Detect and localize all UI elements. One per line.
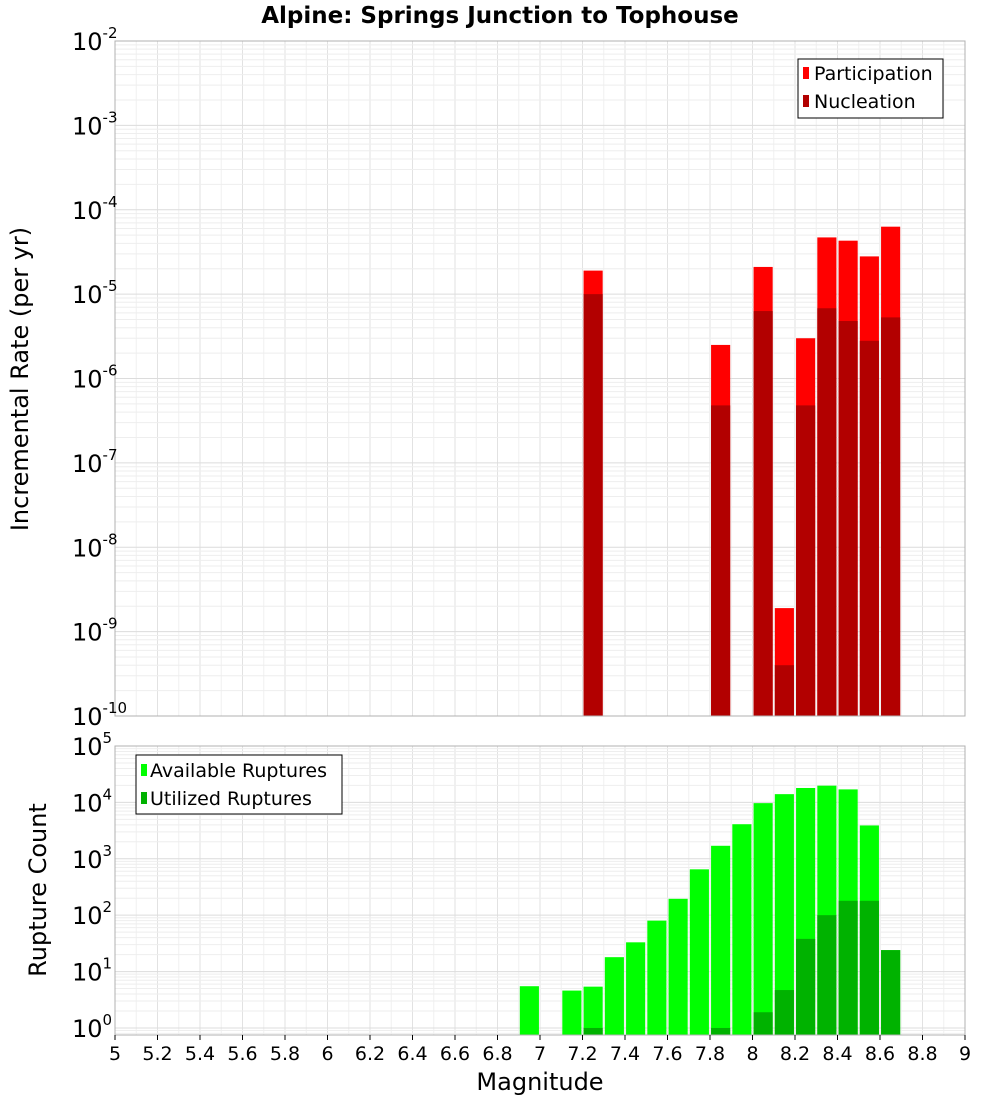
bar-nucleation — [859, 340, 879, 716]
bar-utilized-ruptures — [881, 950, 901, 1035]
rates-bars — [583, 226, 901, 717]
y-tick-label: 100 — [72, 1011, 112, 1043]
bar-nucleation — [774, 665, 794, 716]
y-tick-label: 10-7 — [72, 446, 118, 478]
y-tick-label: 10-5 — [72, 277, 118, 309]
y-tick-label: 10-8 — [72, 530, 118, 562]
y-tick-label: 10-6 — [72, 362, 118, 394]
rates-legend-box — [797, 58, 944, 119]
rates-y-ticks: 10-10 10-9 10-8 10-7 10-6 10-5 10-4 10-3 10-2 — [72, 24, 127, 731]
legend-label-participation: Participation — [814, 63, 933, 85]
bar-utilized-ruptures — [859, 900, 879, 1035]
counts-y-axis-label: Rupture Count — [24, 803, 52, 977]
bar-available-ruptures — [774, 794, 794, 1035]
x-tick-label: 5.2 — [142, 1043, 172, 1065]
bar-utilized-ruptures — [583, 1027, 603, 1035]
bar-utilized-ruptures — [753, 1012, 773, 1035]
legend-swatch-available — [141, 764, 147, 776]
x-tick-label: 9 — [959, 1043, 971, 1065]
x-tick-label: 8 — [746, 1043, 758, 1065]
counts-panel: 100 101 102 103 104 105 Rupture Count Availab… — [24, 729, 971, 1096]
y-tick-label: 10-3 — [72, 108, 118, 140]
x-axis-label: Magnitude — [476, 1068, 603, 1096]
x-tick-label: 5.6 — [227, 1043, 257, 1065]
rates-legend: Participation Nucleation — [797, 58, 944, 119]
x-tick-label: 7.8 — [695, 1043, 725, 1065]
legend-label-utilized: Utilized Ruptures — [150, 788, 312, 810]
bar-nucleation — [753, 311, 773, 716]
y-tick-label: 101 — [72, 955, 112, 987]
y-tick-label: 10-10 — [72, 699, 127, 731]
y-tick-label: 104 — [72, 785, 112, 817]
legend-swatch-nucleation — [803, 95, 809, 107]
x-tick-label: 8.2 — [780, 1043, 810, 1065]
x-tick-label: 6 — [321, 1043, 333, 1065]
x-tick-label: 6.4 — [397, 1043, 427, 1065]
rates-grid — [114, 40, 966, 717]
counts-y-ticks: 100 101 102 103 104 105 — [72, 729, 112, 1043]
bar-nucleation — [881, 317, 901, 716]
bar-available-ruptures — [753, 803, 773, 1035]
bar-nucleation — [817, 308, 837, 716]
x-tick-label: 8.6 — [865, 1043, 895, 1065]
bar-nucleation — [583, 294, 603, 716]
x-tick-label: 6.2 — [355, 1043, 385, 1065]
x-tick-label: 5 — [109, 1043, 121, 1065]
y-tick-label: 10-4 — [72, 193, 118, 225]
y-tick-label: 10-9 — [72, 615, 118, 647]
bar-nucleation — [838, 321, 858, 716]
counts-bars — [519, 785, 901, 1035]
x-tick-label: 7.4 — [610, 1043, 640, 1065]
x-tick-label: 5.8 — [270, 1043, 300, 1065]
x-tick-label: 8.4 — [822, 1043, 852, 1065]
chart-title: Alpine: Springs Junction to Tophouse — [261, 3, 739, 29]
bar-available-ruptures — [689, 869, 709, 1035]
legend-label-available: Available Ruptures — [150, 760, 327, 782]
y-tick-label: 103 — [72, 842, 112, 874]
bar-available-ruptures — [562, 990, 582, 1035]
x-tick-label: 5.4 — [185, 1043, 215, 1065]
bar-utilized-ruptures — [774, 990, 794, 1035]
y-tick-label: 10-2 — [72, 24, 118, 56]
bar-available-ruptures — [647, 920, 667, 1035]
x-tick-label: 7.2 — [567, 1043, 597, 1065]
x-tick-label: 7.6 — [652, 1043, 682, 1065]
x-tick-label: 6.8 — [482, 1043, 512, 1065]
rates-y-axis-label: Incremental Rate (per yr) — [6, 227, 34, 531]
bar-utilized-ruptures — [796, 938, 816, 1035]
bar-available-ruptures — [732, 824, 752, 1035]
x-tick-label: 7 — [534, 1043, 546, 1065]
legend-label-nucleation: Nucleation — [814, 91, 916, 113]
bar-available-ruptures — [519, 986, 539, 1035]
x-tick-label: 8.8 — [907, 1043, 937, 1065]
bar-available-ruptures — [604, 957, 624, 1035]
bar-nucleation — [711, 405, 731, 716]
rates-plot-frame — [114, 40, 966, 717]
bar-utilized-ruptures — [817, 915, 837, 1035]
counts-legend: Available Ruptures Utilized Ruptures — [135, 754, 343, 815]
bar-utilized-ruptures — [838, 900, 858, 1035]
bar-available-ruptures — [711, 845, 731, 1035]
bar-utilized-ruptures — [711, 1027, 731, 1035]
x-tick-label: 6.6 — [440, 1043, 470, 1065]
counts-legend-box — [135, 754, 343, 815]
bar-available-ruptures — [626, 942, 646, 1035]
bar-nucleation — [796, 405, 816, 716]
y-tick-label: 105 — [72, 729, 112, 761]
x-ticks: 5 5.2 5.4 5.6 5.8 6 6.2 6.4 6.6 6.8 7 7.2 7.4 7.6 7.8 8… — [109, 1035, 971, 1065]
legend-swatch-participation — [803, 67, 809, 79]
bar-available-ruptures — [583, 986, 603, 1035]
y-tick-label: 102 — [72, 898, 112, 930]
rates-panel: 10-10 10-9 10-8 10-7 10-6 10-5 10-4 10-3 10-2 In… — [6, 24, 966, 731]
legend-swatch-utilized — [141, 792, 147, 804]
bar-available-ruptures — [668, 898, 688, 1035]
